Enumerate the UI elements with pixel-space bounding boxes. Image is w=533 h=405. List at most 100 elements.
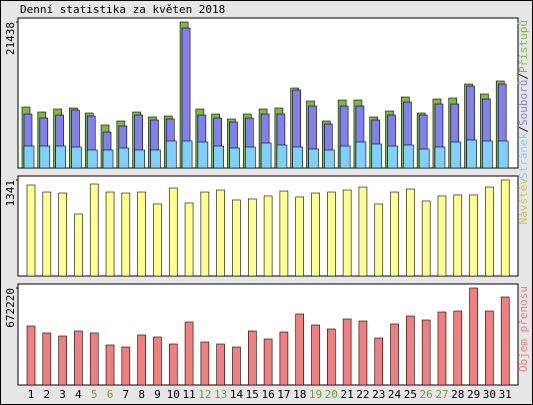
bar — [308, 148, 319, 169]
x-tick-label: 7 — [123, 388, 130, 401]
legend-separator: / — [517, 73, 530, 80]
bar — [403, 144, 414, 169]
bar — [89, 183, 99, 277]
bar — [295, 313, 305, 386]
bar — [406, 188, 415, 277]
bar — [184, 202, 194, 277]
bar — [374, 337, 384, 386]
x-tick-label: 11 — [182, 388, 195, 401]
bar — [311, 324, 320, 386]
bar — [216, 343, 225, 386]
x-tick-label: 23 — [372, 388, 385, 401]
bar — [197, 141, 209, 169]
bar — [500, 179, 510, 277]
bar — [153, 336, 162, 386]
legend: Stránek/Souborů/Přístupů — [517, 20, 530, 179]
x-tick-label: 17 — [277, 388, 290, 401]
bar — [292, 146, 304, 169]
bar — [121, 346, 131, 386]
bar — [26, 184, 36, 277]
bar — [466, 139, 477, 169]
bar — [39, 145, 51, 169]
y-tick-label: 21438 — [4, 22, 17, 55]
x-tick-label: 6 — [107, 388, 114, 401]
bar — [482, 140, 493, 169]
bar — [102, 149, 114, 169]
bar — [406, 315, 415, 386]
x-tick-label: 28 — [451, 388, 464, 401]
legend-entry: Přístupů — [517, 20, 530, 73]
bar — [434, 146, 446, 169]
bar — [137, 191, 146, 277]
bar — [55, 145, 66, 169]
x-tick-label: 8 — [138, 388, 145, 401]
legend-entry: Stránek — [517, 132, 530, 179]
bar — [153, 203, 162, 277]
bar — [418, 148, 430, 169]
x-tick-label: 4 — [75, 388, 82, 401]
bar — [421, 319, 431, 386]
x-tick-label: 19 — [309, 388, 322, 401]
bar — [327, 191, 336, 277]
x-tick-label: 25 — [404, 388, 417, 401]
bar — [500, 296, 510, 386]
bar — [342, 318, 352, 386]
bar — [450, 141, 462, 169]
bar — [105, 191, 115, 277]
bar — [181, 140, 193, 169]
bar — [118, 147, 130, 169]
bar — [263, 195, 273, 277]
bar — [469, 194, 478, 277]
bar — [485, 310, 494, 386]
bar — [421, 200, 431, 277]
bar — [74, 213, 83, 277]
bar — [279, 331, 289, 386]
bar — [26, 325, 36, 386]
bar — [184, 321, 194, 386]
bar — [437, 195, 447, 277]
bar — [58, 192, 67, 277]
bar — [355, 141, 367, 169]
bar — [134, 149, 145, 169]
legend: Návštěv — [517, 178, 530, 225]
bar — [371, 143, 383, 169]
bar — [276, 144, 288, 169]
x-tick-label: 26 — [420, 388, 433, 401]
legend: Objem přenosu — [517, 286, 530, 372]
x-tick-label: 15 — [246, 388, 259, 401]
bar — [42, 332, 52, 386]
x-tick-label: 18 — [293, 388, 306, 401]
bar — [358, 186, 368, 277]
legend-separator: / — [517, 126, 530, 133]
chart-title: Denní statistika za květen 2018 — [20, 3, 225, 16]
bar — [485, 186, 494, 277]
bar — [200, 191, 210, 277]
bar — [121, 192, 131, 277]
x-tick-label: 13 — [214, 388, 227, 401]
bar — [86, 149, 98, 169]
bar — [42, 191, 52, 277]
bar — [387, 145, 398, 169]
x-tick-label: 24 — [388, 388, 402, 401]
bar — [137, 334, 146, 386]
bar — [105, 344, 115, 386]
bar — [390, 191, 399, 277]
bar — [58, 335, 67, 386]
bar — [374, 203, 384, 277]
y-tick-label: 672220 — [4, 288, 17, 328]
bar — [200, 341, 210, 386]
bar — [358, 320, 368, 386]
x-tick-label: 20 — [325, 388, 338, 401]
x-tick-label: 9 — [154, 388, 161, 401]
bar — [453, 194, 463, 277]
bar — [244, 146, 256, 169]
x-tick-label: 2 — [43, 388, 50, 401]
bar — [232, 346, 241, 386]
x-tick-label: 21 — [341, 388, 354, 401]
bar — [89, 332, 99, 386]
bar — [437, 311, 447, 386]
x-tick-label: 3 — [59, 388, 66, 401]
x-tick-label: 1 — [28, 388, 35, 401]
bar — [324, 149, 335, 169]
